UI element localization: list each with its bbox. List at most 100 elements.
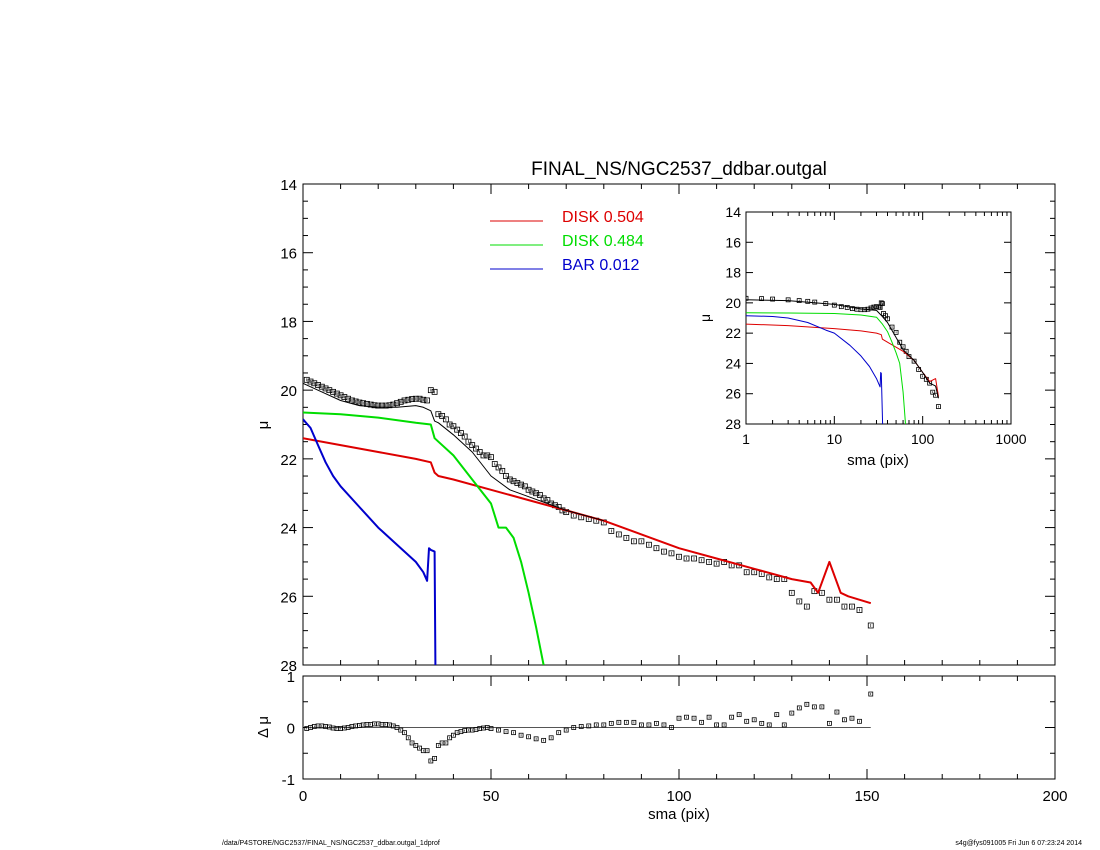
residual-point xyxy=(563,727,569,733)
data-point xyxy=(382,402,389,409)
data-point xyxy=(401,397,408,404)
inset-series-line-disk xyxy=(746,323,939,397)
data-point xyxy=(484,452,491,459)
residual-point xyxy=(435,743,441,748)
residual-point xyxy=(417,745,422,751)
data-point xyxy=(623,534,630,541)
residual-point xyxy=(428,758,434,764)
data-point xyxy=(409,396,415,402)
series-line-disk xyxy=(303,437,872,605)
residual-point xyxy=(736,712,742,718)
data-point xyxy=(683,555,690,562)
residual-point xyxy=(729,714,735,720)
footer-timestamp: s4g@fys091005 Fri Jun 6 07:23:24 2014 xyxy=(955,840,1082,847)
y-tick-label: 26 xyxy=(280,589,297,606)
y-tick-label: -1 xyxy=(282,772,295,789)
residual-point xyxy=(593,722,599,728)
inset-plot: 14 16 18 20 22 24 26 281 10 100 1000 sma (pix) μ xyxy=(697,204,1027,469)
data-point xyxy=(653,545,660,552)
residual-point xyxy=(623,719,629,725)
inset-data-point xyxy=(770,296,775,302)
series-line-disk xyxy=(303,411,545,665)
data-point xyxy=(540,495,547,502)
data-point xyxy=(450,423,457,430)
residual-point xyxy=(766,722,772,728)
data-point xyxy=(803,603,810,610)
footer-file-path: /data/P4STORE/NGC2537/FINAL_NS/NGC2537_d… xyxy=(222,840,440,847)
data-point xyxy=(375,402,382,409)
residual-point xyxy=(443,740,449,746)
residual-point xyxy=(714,722,719,728)
residual-point xyxy=(827,720,832,726)
y-tick-label: 14 xyxy=(725,204,741,220)
inset-data-point xyxy=(812,299,818,305)
residual-point xyxy=(699,719,704,725)
x-tick-label: 100 xyxy=(911,431,935,447)
data-point xyxy=(773,576,780,583)
x-axis-label: sma (pix) xyxy=(648,806,710,823)
residual-point xyxy=(405,735,411,741)
residual-point xyxy=(413,743,419,748)
data-point xyxy=(743,569,750,576)
data-point xyxy=(544,497,551,503)
legend-label: BAR 0.012 xyxy=(562,257,639,274)
residual-point xyxy=(578,724,584,729)
residual-point xyxy=(518,732,524,738)
x-tick-label: 100 xyxy=(666,788,691,805)
y-tick-label: 24 xyxy=(725,355,741,371)
residual-point xyxy=(804,701,810,707)
data-point xyxy=(533,490,540,497)
data-point xyxy=(439,413,446,419)
y-tick-label: 28 xyxy=(725,416,741,432)
data-point xyxy=(668,550,675,557)
data-point xyxy=(630,538,637,545)
series-line-model xyxy=(303,382,604,522)
y-tick-label: 18 xyxy=(280,314,297,331)
legend-label: DISK 0.484 xyxy=(562,233,644,250)
y-tick-label: 26 xyxy=(725,386,741,402)
data-point xyxy=(420,396,427,403)
data-point xyxy=(473,445,479,452)
data-point xyxy=(435,411,442,418)
y-tick-label: 16 xyxy=(725,234,741,250)
data-point xyxy=(397,398,404,405)
data-point xyxy=(608,528,615,534)
residual-point xyxy=(834,709,840,715)
inset-data-point xyxy=(746,295,749,301)
residual-point xyxy=(849,715,855,721)
residual-point xyxy=(496,727,501,733)
data-point xyxy=(499,467,506,474)
data-point xyxy=(529,488,536,495)
data-point xyxy=(706,559,712,565)
data-point xyxy=(488,454,494,461)
y-tick-label: 14 xyxy=(280,177,297,194)
data-point xyxy=(337,392,344,399)
data-point xyxy=(510,478,517,485)
data-point xyxy=(646,541,652,548)
data-point xyxy=(796,598,803,605)
residual-point xyxy=(744,718,750,724)
y-tick-label: 1 xyxy=(287,669,295,686)
data-point xyxy=(311,380,318,387)
residual-point xyxy=(751,717,757,723)
data-point xyxy=(818,589,825,596)
x-tick-label: 50 xyxy=(483,788,500,805)
residual-point xyxy=(608,720,614,726)
data-point xyxy=(412,395,419,402)
residual-point xyxy=(394,725,400,730)
data-point xyxy=(826,596,833,603)
data-point xyxy=(638,538,645,545)
inset-series-group xyxy=(746,295,941,424)
inset-data-point xyxy=(849,306,855,312)
data-point xyxy=(867,622,874,629)
residual-point xyxy=(842,717,847,723)
data-point xyxy=(521,483,528,490)
chart-title: FINAL_NS/NGC2537_ddbar.outgal xyxy=(531,159,827,180)
residual-point xyxy=(789,710,795,716)
data-point xyxy=(371,402,378,409)
x-tick-label: 200 xyxy=(1042,788,1067,805)
residual-point xyxy=(432,756,438,761)
residual-point xyxy=(684,714,689,720)
